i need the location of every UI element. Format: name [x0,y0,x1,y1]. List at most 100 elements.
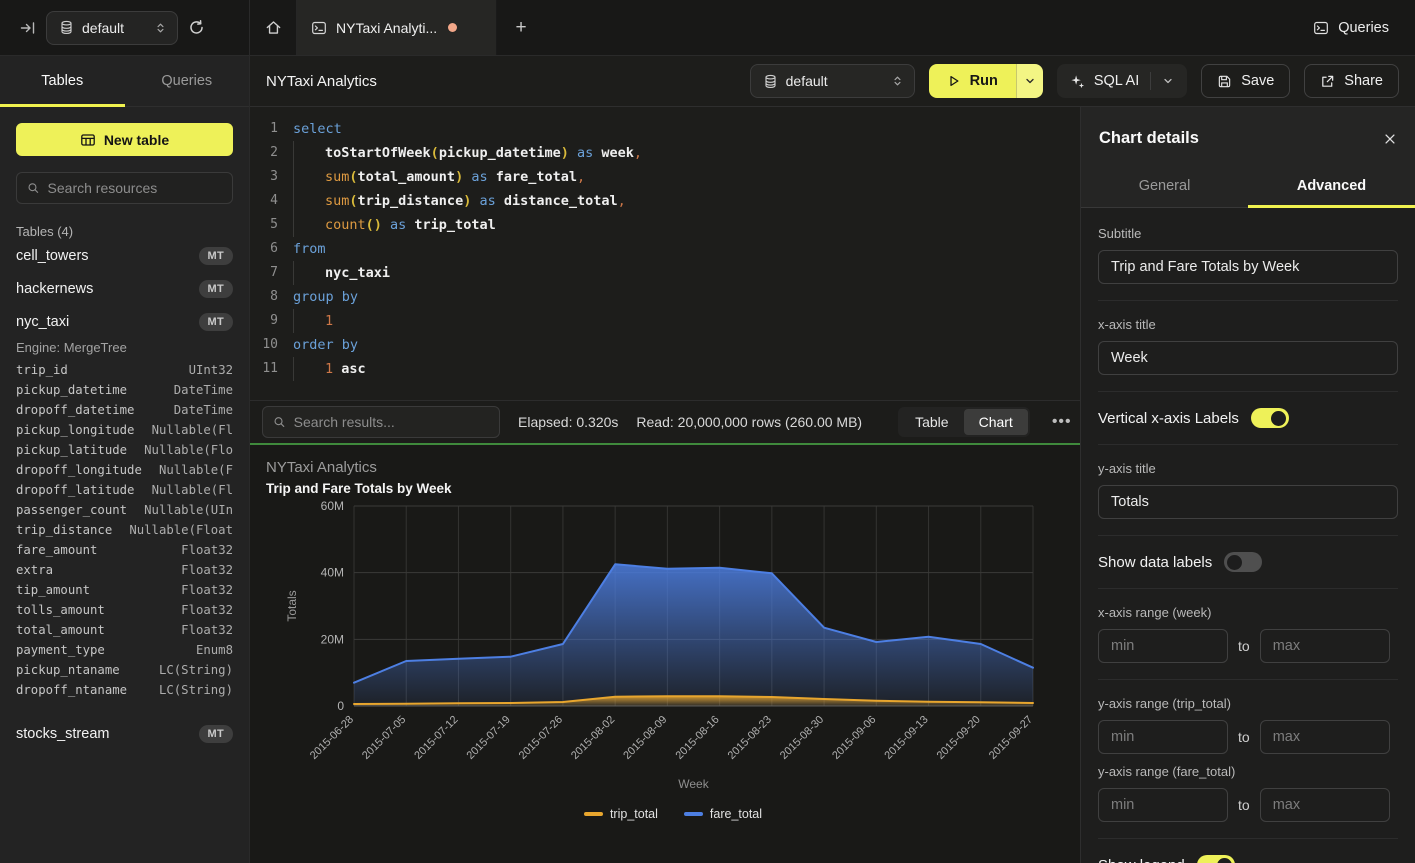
table-column-row[interactable]: pickup_latitudeNullable(Flo [16,443,233,463]
y-range-fare-max-input[interactable] [1260,788,1390,822]
refresh-button[interactable] [188,19,205,36]
run-button[interactable]: Run [929,64,1016,98]
subtitle-input[interactable] [1098,250,1398,284]
svg-text:2015-08-30: 2015-08-30 [778,714,826,762]
new-tab-button[interactable]: + [497,0,545,55]
sidebar-tab-queries[interactable]: Queries [125,56,250,106]
code-text: 1 asc [293,357,366,381]
column-name: tolls_amount [16,603,105,623]
table-column-row[interactable]: pickup_longitudeNullable(Fl [16,423,233,443]
tab-advanced[interactable]: Advanced [1248,166,1415,207]
table-row-cell_towers[interactable]: cell_towersMT [16,239,233,272]
table-column-row[interactable]: trip_idUInt32 [16,363,233,383]
y-axis-title-label: y-axis title [1098,461,1398,476]
y-range-trip-max-input[interactable] [1260,720,1390,754]
y-axis-title-input[interactable] [1098,485,1398,519]
vertical-labels-label: Vertical x-axis Labels [1098,410,1239,427]
column-name: passenger_count [16,503,127,523]
tab-title: NYTaxi Analyti... [336,20,437,36]
svg-text:60M: 60M [321,499,344,513]
column-type: Float32 [181,603,233,623]
table-column-row[interactable]: dropoff_datetime DateTime [16,403,233,423]
chart-details-title: Chart details [1099,129,1199,148]
y-range-trip-label: y-axis range (trip_total) [1098,696,1398,711]
table-column-row[interactable]: dropoff_longitudeNullable(F [16,463,233,483]
y-range-fare-label: y-axis range (fare_total) [1098,764,1398,779]
y-range-fare-min-input[interactable] [1098,788,1228,822]
code-line: 2toStartOfWeek(pickup_datetime) as week, [250,141,1080,165]
subtitle-field-label: Subtitle [1098,226,1398,241]
home-button[interactable] [250,0,297,55]
table-column-row[interactable]: pickup_datetimeDateTime [16,383,233,403]
vertical-labels-toggle[interactable] [1251,408,1289,428]
code-line: 6from [250,237,1080,261]
code-text: 1 [293,309,333,333]
table-row-nyc_taxi[interactable]: nyc_taxiMT [16,305,233,338]
database-icon [59,20,74,35]
view-toggle-table[interactable]: Table [900,409,963,435]
sidebar-tab-tables[interactable]: Tables [0,56,125,106]
svg-text:2015-08-02: 2015-08-02 [569,714,617,762]
chart-details-header: Chart details [1081,107,1415,166]
data-labels-toggle[interactable] [1224,552,1262,572]
table-column-row[interactable]: dropoff_latitudeNullable(Fl [16,483,233,503]
column-name: tip_amount [16,583,90,603]
table-column-row[interactable]: pickup_ntanameLC(String) [16,663,233,683]
more-options-button[interactable]: ••• [1048,413,1076,431]
x-range-min-input[interactable] [1098,629,1228,663]
y-range-trip-min-input[interactable] [1098,720,1228,754]
sql-ai-button[interactable]: SQL AI [1057,64,1187,98]
table-column-row[interactable]: payment_typeEnum8 [16,643,233,663]
results-search-input[interactable] [294,414,489,430]
code-line: 3sum(total_amount) as fare_total, [250,165,1080,189]
editor-column: 1select2toStartOfWeek(pickup_datetime) a… [250,107,1080,863]
share-button[interactable]: Share [1304,64,1399,98]
code-text: count() as trip_total [293,213,496,237]
new-table-button[interactable]: New table [16,123,233,156]
tab-nytaxi-analytics[interactable]: NYTaxi Analyti... [297,0,497,55]
table-column-row[interactable]: extraFloat32 [16,563,233,583]
column-type: Nullable(Flo [144,443,233,463]
search-icon [27,181,40,195]
column-type: DateTime [174,403,233,423]
svg-text:2015-07-12: 2015-07-12 [412,714,460,762]
database-icon [763,74,778,89]
svg-text:2015-06-28: 2015-06-28 [308,714,356,762]
table-column-row[interactable]: dropoff_ntanameLC(String) [16,683,233,703]
sql-editor[interactable]: 1select2toStartOfWeek(pickup_datetime) a… [250,107,1080,400]
column-name: dropoff_datetime [16,403,134,423]
table-column-row[interactable]: tolls_amount Float32 [16,603,233,623]
toolbar-database-selector[interactable]: default [750,64,915,98]
table-column-row[interactable]: passenger_countNullable(UIn [16,503,233,523]
chart-svg: 020M40M60M2015-06-282015-07-052015-07-12… [266,496,1078,796]
table-column-row[interactable]: total_amountFloat32 [16,623,233,643]
x-range-max-input[interactable] [1260,629,1390,663]
save-button[interactable]: Save [1201,64,1290,98]
close-panel-button[interactable] [1383,132,1397,146]
show-legend-toggle[interactable] [1197,855,1235,863]
legend-item-fare_total[interactable]: fare_total [684,807,762,821]
app-window: default NYTaxi Analyti... + Queries [0,0,1415,863]
legend-item-trip_total[interactable]: trip_total [584,807,658,821]
tab-general[interactable]: General [1081,166,1248,207]
queries-button[interactable]: Queries [1313,0,1389,55]
toolbar-database-value: default [786,73,883,89]
table-row-hackernews[interactable]: hackernewsMT [16,272,233,305]
unsaved-dot [448,23,457,32]
column-name: fare_amount [16,543,97,563]
collapse-sidebar-button[interactable] [20,20,36,36]
column-type: UInt32 [189,363,233,383]
column-name: trip_distance [16,523,112,543]
run-options-button[interactable] [1016,64,1043,98]
table-column-row[interactable]: trip_distanceNullable(Float [16,523,233,543]
column-type: Nullable(Fl [152,483,233,503]
table-column-row[interactable]: fare_amountFloat32 [16,543,233,563]
view-toggle-chart[interactable]: Chart [964,409,1028,435]
database-selector[interactable]: default [46,11,178,45]
table-row-stocks_stream[interactable]: stocks_streamMT [16,717,233,750]
x-axis-title-input[interactable] [1098,341,1398,375]
table-column-row[interactable]: tip_amountFloat32 [16,583,233,603]
sidebar-search-input[interactable] [48,180,222,196]
data-labels-row: Show data labels [1098,552,1398,572]
x-range-row: to [1098,629,1398,663]
